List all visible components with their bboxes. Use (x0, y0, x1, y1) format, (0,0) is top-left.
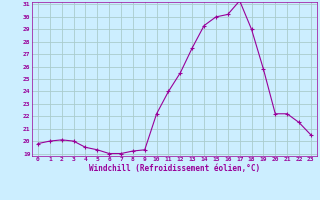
X-axis label: Windchill (Refroidissement éolien,°C): Windchill (Refroidissement éolien,°C) (89, 164, 260, 173)
